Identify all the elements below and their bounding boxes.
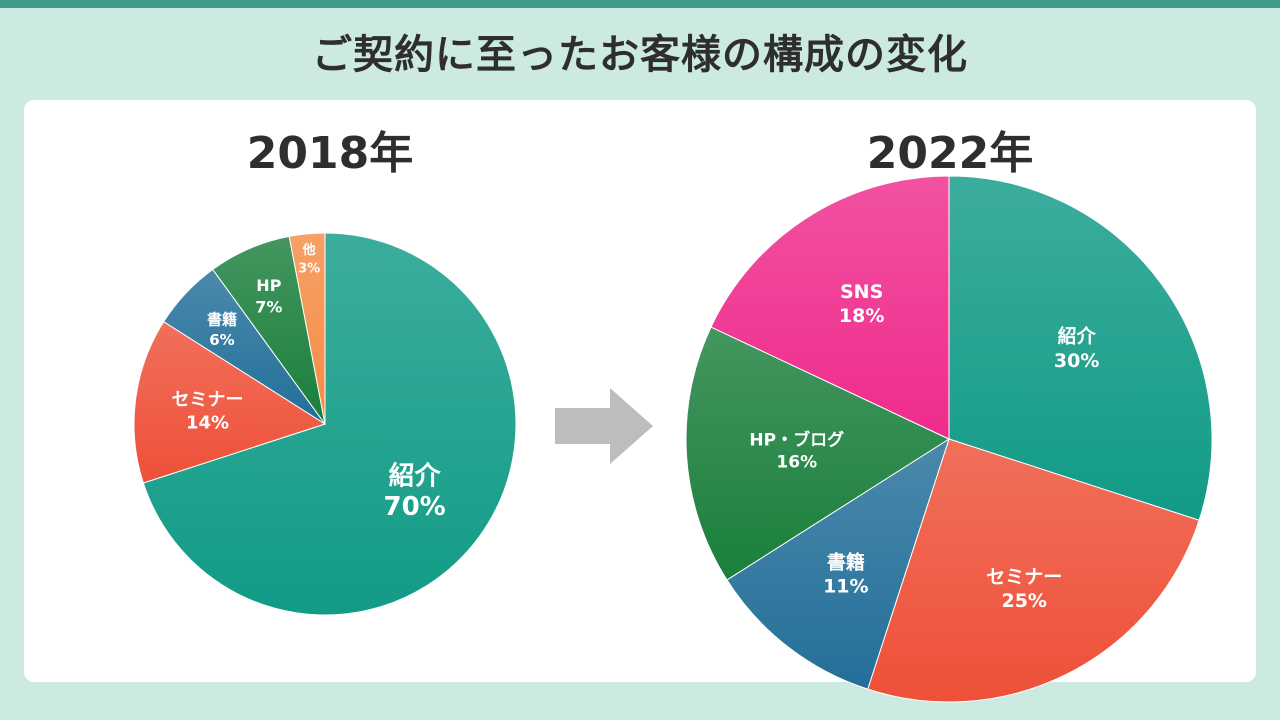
slice-label-2018-0: 紹介 (389, 460, 442, 491)
slice-label-2018-3: HP (256, 276, 281, 295)
slice-2022-4 (710, 175, 950, 440)
slice-label-2022-3: HP・ブログ (749, 430, 844, 451)
slice-value-2018-0: 70% (384, 492, 446, 522)
chart-title-2018: 2018年 (246, 128, 414, 179)
slice-2022-2 (726, 437, 950, 690)
slice-2018-1 (133, 320, 327, 484)
slice-label-2018-2: 書籍 (207, 311, 237, 329)
slice-value-2018-3: 7% (255, 297, 282, 316)
slice-value-2022-1: 25% (1001, 590, 1046, 612)
slice-2018-0 (142, 232, 517, 616)
slice-2018-4 (288, 232, 326, 425)
slice-value-2022-4: 18% (839, 305, 884, 327)
slice-value-2022-2: 11% (823, 576, 868, 598)
slice-label-2022-2: 書籍 (827, 550, 865, 573)
slice-value-2018-4: 3% (298, 261, 320, 276)
slice-2022-3 (685, 326, 951, 581)
slice-value-2018-1: 14% (186, 413, 229, 434)
page-title: ご契約に至ったお客様の構成の変化 (312, 32, 968, 78)
slice-label-2022-1: セミナー (986, 566, 1062, 588)
slice-value-2022-0: 30% (1054, 350, 1099, 372)
chart-title-2022: 2022年 (866, 128, 1034, 179)
slice-value-2022-3: 16% (776, 453, 817, 473)
slice-label-2022-0: 紹介 (1058, 325, 1097, 348)
slice-value-2018-2: 6% (209, 331, 234, 349)
slice-label-2018-1: セミナー (172, 390, 244, 411)
slice-label-2022-4: SNS (840, 281, 883, 303)
slice-2022-0 (948, 175, 1213, 521)
slice-2022-1 (867, 438, 1200, 703)
right-arrow-icon (555, 388, 653, 464)
top-accent-strip (0, 0, 1280, 8)
slice-label-2018-4: 他 (302, 242, 316, 258)
